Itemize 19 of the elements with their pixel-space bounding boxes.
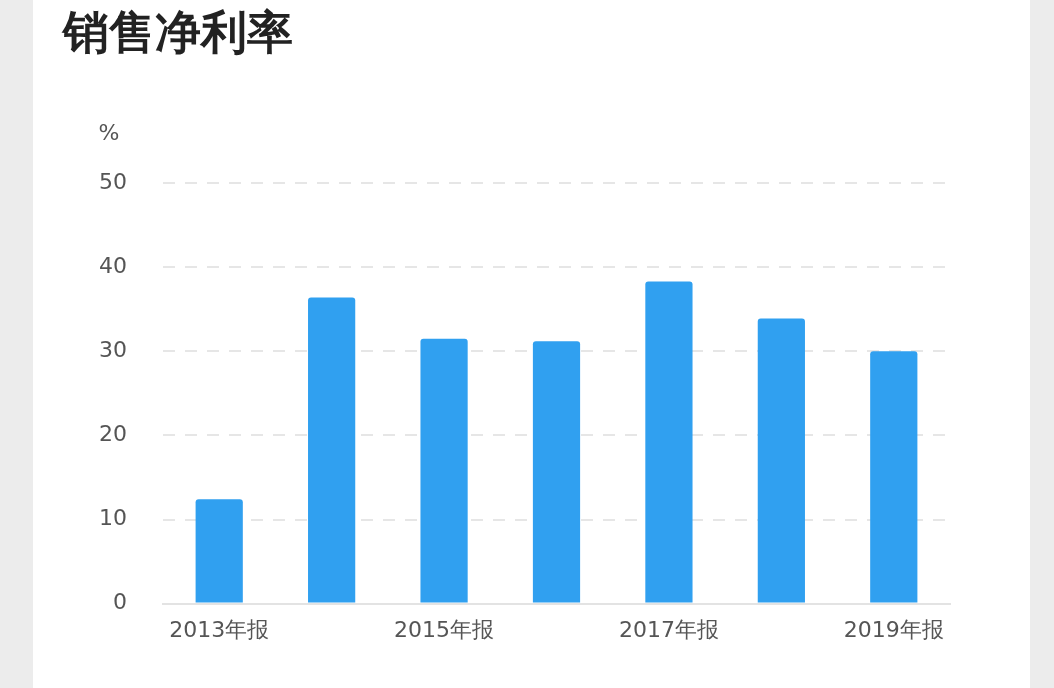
y-tick-label: 30: [98, 337, 127, 363]
bar: [195, 499, 243, 603]
y-tick-label: 0: [112, 589, 127, 615]
bar: [420, 338, 468, 603]
x-tick-label: 2019年报: [843, 616, 944, 642]
x-tick-label: 2013年报: [169, 616, 270, 642]
bar: [757, 318, 805, 603]
y-tick-label: 40: [98, 253, 127, 278]
bar: [532, 341, 581, 603]
y-tick-label: 10: [98, 505, 127, 531]
bar: [308, 297, 356, 603]
x-tick-label: 2017年报: [618, 616, 719, 642]
x-tick-label: 2015年报: [394, 616, 495, 642]
bar: [645, 281, 693, 603]
y-tick-label: 20: [98, 421, 127, 447]
chart-title: 销售净利率: [61, 4, 293, 59]
bar: [870, 351, 918, 603]
y-tick-label: 50: [98, 168, 127, 194]
y-axis-title: %: [98, 119, 120, 145]
